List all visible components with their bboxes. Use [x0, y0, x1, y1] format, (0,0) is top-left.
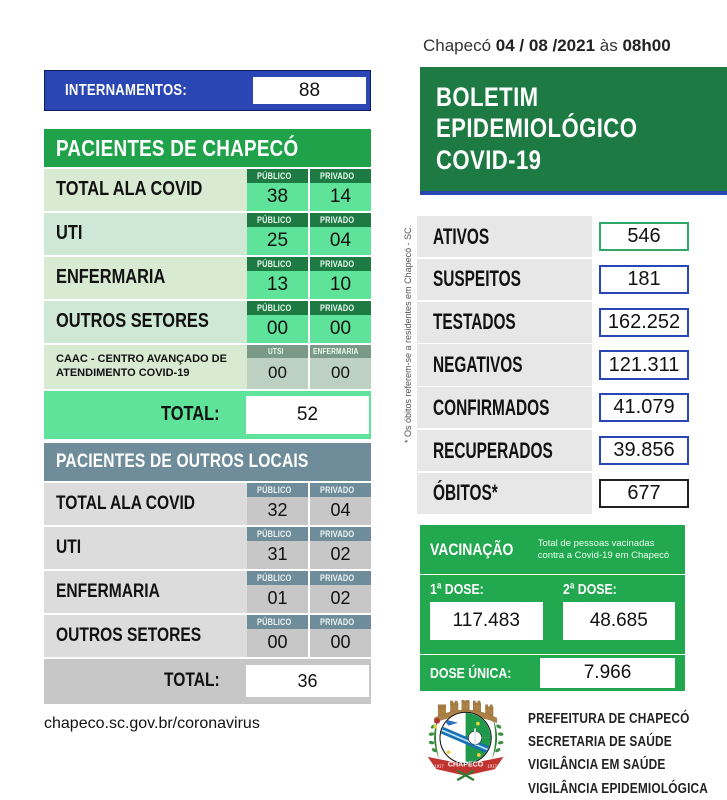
svg-text:1917: 1917	[434, 763, 444, 768]
svg-text:1917: 1917	[487, 763, 497, 768]
svg-text:CHAPECÓ: CHAPECÓ	[448, 759, 484, 768]
